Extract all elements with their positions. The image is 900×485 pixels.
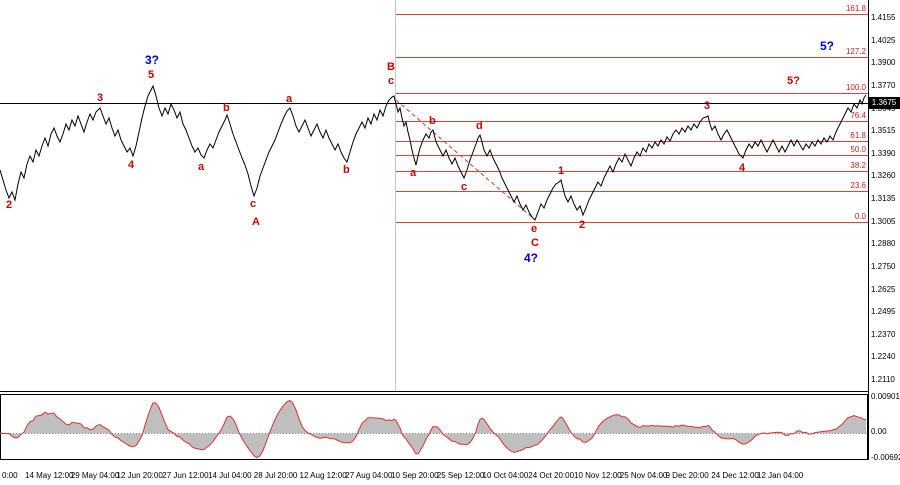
price-axis-label: 1.2495 bbox=[871, 307, 896, 317]
date-label: 24 Oct 20:00 bbox=[528, 471, 575, 480]
price-axis-label: 1.3390 bbox=[871, 148, 896, 158]
price-axis-label: 1.3900 bbox=[871, 58, 896, 68]
date-label: 12 Jun 20:00 bbox=[116, 471, 163, 480]
price-axis-label: 1.2110 bbox=[871, 375, 895, 384]
date-label: 14 Jul 04:00 bbox=[208, 471, 252, 480]
wave-label: 4? bbox=[524, 251, 539, 265]
price-axis-label: 1.2880 bbox=[871, 239, 896, 249]
wave-label: 3 bbox=[704, 100, 711, 112]
fib-level-label: 76.4 bbox=[850, 111, 866, 120]
wave-label: a bbox=[198, 161, 205, 173]
date-label: 12 Jan 04:00 bbox=[757, 471, 804, 480]
wave-label: B bbox=[387, 61, 395, 73]
price-axis-label: 1.2370 bbox=[871, 329, 896, 339]
wave-label: e bbox=[531, 223, 538, 235]
wave-label: b bbox=[343, 164, 350, 176]
wave-label: C bbox=[531, 237, 539, 249]
date-label: 27 Jun 12:00 bbox=[162, 471, 209, 480]
date-label: 25 Sep 12:00 bbox=[436, 471, 485, 480]
price-axis-label: 1.4025 bbox=[871, 35, 896, 45]
date-label: 10 Oct 04:00 bbox=[482, 471, 529, 480]
wave-label: c bbox=[461, 181, 468, 193]
wave-label: a bbox=[286, 93, 293, 105]
date-label: 10 Nov 12:00 bbox=[574, 471, 622, 480]
current-price-tag: 1.3675 bbox=[868, 97, 900, 109]
fib-level-label: 50.0 bbox=[850, 145, 866, 154]
wave-label: c bbox=[250, 198, 257, 210]
indicator-max-label: 0.00901 bbox=[871, 392, 900, 401]
wave-label: 5? bbox=[787, 75, 800, 87]
wave-label: A bbox=[252, 216, 260, 228]
date-label: 24 Dec 12:00 bbox=[711, 471, 759, 480]
indicator-pane-border bbox=[0, 394, 868, 460]
oscillator-line bbox=[0, 399, 867, 459]
fib-level-label: 127.2 bbox=[845, 47, 866, 56]
wave-label: 4 bbox=[739, 162, 746, 174]
price-line bbox=[0, 84, 867, 221]
wave-label: 3 bbox=[97, 92, 104, 104]
fib-level-label: 23.6 bbox=[850, 181, 866, 190]
price-axis-label: 1.3770 bbox=[871, 80, 896, 90]
date-label: 28 Jul 20:00 bbox=[253, 471, 298, 480]
wave-label: a bbox=[410, 167, 417, 179]
date-label: 29 May 04:00 bbox=[70, 471, 120, 480]
indicator-min-label: -0.00692 bbox=[871, 453, 900, 462]
indicator-zero-label: 0.00 bbox=[871, 427, 887, 436]
fib-level-label: 161.8 bbox=[845, 4, 866, 13]
oscillator-fill bbox=[0, 400, 866, 458]
price-axis-label: 1.3135 bbox=[871, 194, 896, 203]
wave-label: b bbox=[429, 115, 436, 127]
fib-level-label: 0.0 bbox=[854, 212, 866, 221]
fib-level-label: 61.8 bbox=[850, 131, 866, 140]
wave-label: 4 bbox=[128, 159, 135, 171]
price-axis-label: 1.4155 bbox=[871, 13, 896, 22]
price-axis-label: 1.3260 bbox=[871, 171, 896, 181]
date-label: 27 Aug 04:00 bbox=[345, 471, 393, 480]
wave-label: d bbox=[476, 120, 483, 132]
wave-label: 2 bbox=[6, 199, 13, 211]
fib-level-label: 100.0 bbox=[845, 83, 866, 92]
wave-label: c bbox=[388, 75, 395, 87]
wave-label: 1 bbox=[558, 165, 565, 177]
date-label: 9 Dec 20:00 bbox=[665, 471, 709, 480]
price-axis-label: 1.2625 bbox=[871, 284, 896, 294]
wave-label: 3? bbox=[145, 53, 160, 67]
wave-label: 5 bbox=[148, 69, 155, 81]
wave-label: b bbox=[223, 102, 230, 114]
wave-label: 2 bbox=[579, 219, 586, 231]
fib-level-label: 38.2 bbox=[850, 161, 866, 170]
date-label: 10 Sep 20:00 bbox=[391, 471, 439, 480]
date-label: 12 Aug 12:00 bbox=[299, 471, 347, 480]
price-axis-label: 1.3515 bbox=[871, 126, 896, 136]
date-label: 0:00 bbox=[2, 471, 18, 480]
date-label: 14 May 12:00 bbox=[25, 471, 74, 480]
date-label: 25 Nov 04:00 bbox=[619, 471, 668, 480]
trendline bbox=[395, 99, 535, 220]
price-axis-label: 1.3645 bbox=[871, 103, 896, 113]
price-axis-label: 1.2750 bbox=[871, 261, 896, 271]
price-axis-label: 1.3005 bbox=[871, 216, 896, 226]
price-axis-label: 1.2240 bbox=[871, 352, 896, 362]
wave-label: 5? bbox=[820, 39, 835, 53]
